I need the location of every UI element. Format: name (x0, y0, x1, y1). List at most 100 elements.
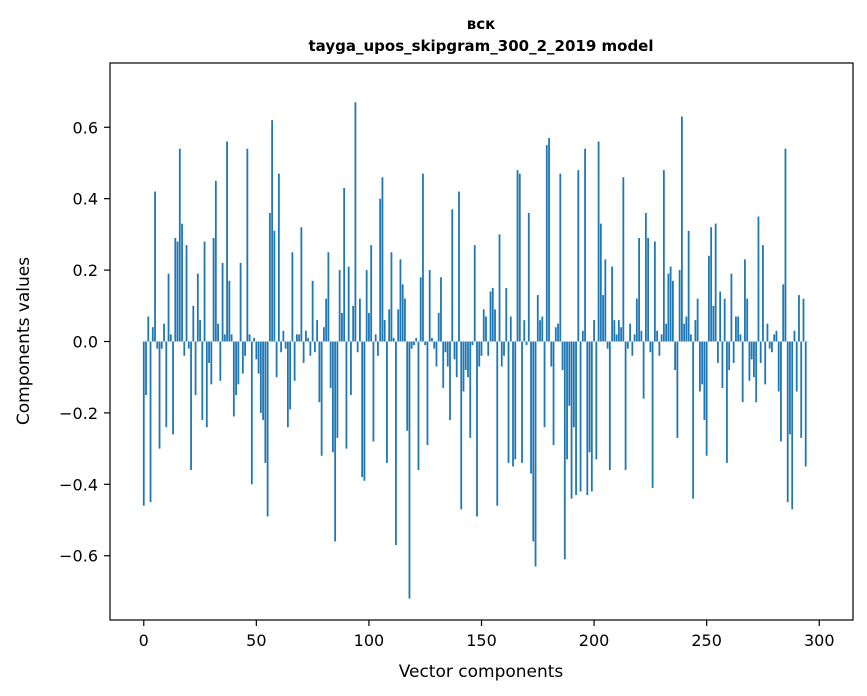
bar-4 (151, 327, 154, 342)
bar-153 (487, 341, 490, 356)
bar-21 (190, 341, 192, 471)
bar-7 (158, 341, 161, 449)
bar-92 (350, 341, 352, 396)
bar-124 (422, 173, 424, 342)
bar-278 (768, 341, 771, 349)
bar-31 (212, 237, 215, 342)
bar-164 (512, 341, 514, 467)
bar-226 (651, 341, 654, 488)
bar-191 (572, 341, 575, 428)
bar-85 (334, 341, 337, 542)
bar-167 (518, 173, 521, 342)
bar-267 (744, 259, 746, 342)
bar-248 (701, 341, 704, 385)
bar-115 (401, 284, 404, 342)
chart-subtitle: tayga_upos_skipgram_300_2_2019 model (309, 37, 654, 55)
bar-88 (341, 312, 343, 342)
bar-10 (165, 341, 168, 428)
bar-244 (692, 341, 695, 499)
bar-118 (408, 341, 411, 599)
bar-151 (482, 309, 485, 342)
bar-189 (568, 341, 571, 406)
bar-62 (282, 330, 285, 342)
x-tick-label: 150 (466, 631, 497, 650)
bar-100 (368, 312, 370, 342)
bar-35 (221, 262, 224, 342)
bar-168 (521, 341, 523, 463)
bar-58 (273, 230, 276, 342)
bar-16 (178, 148, 181, 342)
bar-222 (642, 341, 645, 399)
bar-184 (557, 323, 559, 342)
bar-257 (721, 341, 724, 388)
bar-275 (762, 245, 764, 342)
bar-111 (392, 337, 395, 342)
bar-149 (478, 341, 481, 367)
bar-8 (160, 341, 163, 349)
bar-125 (424, 341, 427, 346)
bar-84 (332, 341, 334, 453)
bar-246 (696, 298, 699, 342)
bar-3 (149, 341, 152, 503)
bar-154 (489, 291, 492, 342)
bar-9 (163, 323, 165, 342)
bar-59 (275, 341, 278, 378)
bar-261 (730, 273, 733, 342)
bar-134 (444, 341, 447, 353)
bar-75 (311, 280, 314, 342)
bar-277 (766, 323, 769, 342)
bar-40 (232, 341, 235, 417)
bar-235 (671, 280, 674, 342)
bar-67 (293, 341, 296, 381)
bar-249 (703, 341, 706, 421)
bar-0 (142, 341, 145, 506)
bar-163 (509, 316, 512, 342)
bar-218 (633, 334, 636, 342)
bar-259 (726, 341, 728, 463)
bar-140 (458, 191, 460, 342)
bar-113 (397, 309, 400, 342)
bar-126 (426, 341, 429, 446)
x-tick-label: 100 (354, 631, 385, 650)
y-tick-label: −0.4 (59, 475, 98, 494)
bar-32 (214, 180, 217, 342)
bar-83 (329, 341, 332, 388)
bar-288 (791, 341, 794, 510)
bar-54 (264, 341, 267, 463)
bar-65 (289, 341, 292, 410)
bar-53 (262, 341, 264, 421)
x-axis-label: Vector components (399, 662, 564, 682)
bar-45 (244, 341, 246, 356)
y-axis-ticks: −0.6 −0.4 −0.2 0.0 0.2 0.4 0.6 (59, 118, 110, 566)
bar-23 (194, 341, 197, 396)
bar-203 (599, 223, 602, 342)
bar-12 (169, 334, 172, 342)
bar-182 (552, 341, 555, 446)
x-tick-label: 0 (139, 631, 149, 650)
bar-238 (678, 270, 681, 342)
bar-56 (268, 212, 271, 342)
bar-239 (680, 116, 683, 342)
bar-276 (764, 341, 767, 385)
bar-114 (399, 259, 402, 342)
bar-136 (449, 341, 451, 421)
bar-128 (431, 337, 433, 342)
bar-5 (154, 191, 156, 342)
bar-120 (413, 341, 415, 346)
bar-108 (386, 341, 388, 463)
bars-group (142, 102, 809, 599)
bar-274 (759, 341, 762, 363)
bar-193 (577, 170, 580, 342)
bar-42 (237, 341, 240, 385)
bar-289 (793, 330, 796, 342)
bar-43 (239, 262, 242, 342)
bar-61 (280, 341, 283, 353)
bar-37 (226, 141, 228, 342)
bar-127 (428, 270, 431, 342)
bar-232 (665, 323, 668, 342)
y-tick-label: −0.6 (59, 547, 98, 566)
bar-148 (476, 341, 478, 517)
bar-250 (705, 341, 708, 456)
bar-116 (404, 298, 406, 342)
bar-86 (336, 341, 339, 438)
